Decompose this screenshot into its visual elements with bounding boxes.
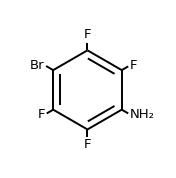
Text: F: F: [84, 138, 91, 151]
Text: Br: Br: [30, 59, 45, 72]
Text: F: F: [38, 108, 46, 121]
Text: F: F: [129, 59, 137, 72]
Text: F: F: [84, 28, 91, 41]
Text: NH₂: NH₂: [129, 108, 154, 121]
